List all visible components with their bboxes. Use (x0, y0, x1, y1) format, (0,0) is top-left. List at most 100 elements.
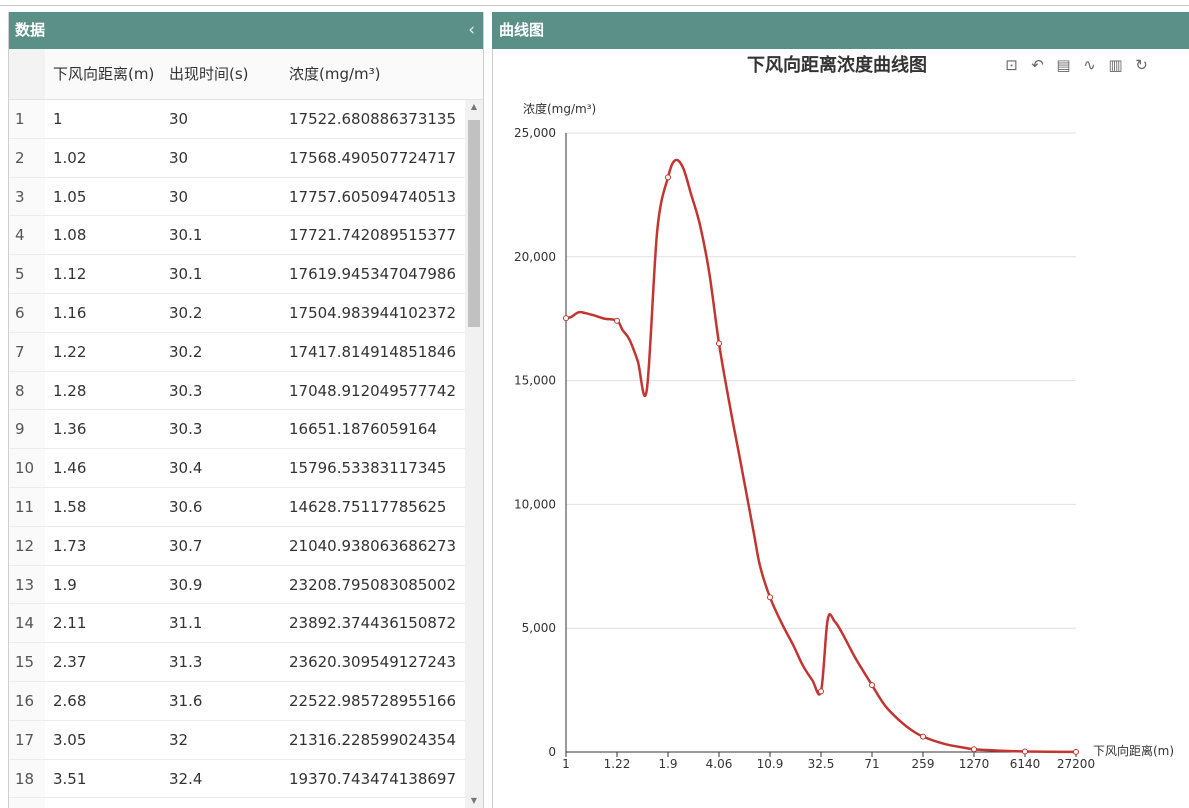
scrollbar-thumb[interactable] (468, 120, 480, 327)
row-number: 11 (9, 487, 45, 526)
distance-cell: 1.08 (53, 226, 87, 245)
row-number: 16 (9, 681, 45, 720)
table-row[interactable]: 7 1.22 30.2 17417.814914851846 (9, 332, 465, 372)
data-point (665, 174, 671, 181)
x-tick-label: 1.22 (604, 757, 631, 771)
table-row[interactable]: 5 1.12 30.1 17619.945347047986 (9, 255, 465, 294)
time-cell: 32.4 (169, 769, 203, 788)
table-row[interactable]: 2 1.02 30 17568.490507724717 (9, 138, 465, 178)
y-tick-label: 5,000 (522, 621, 556, 635)
x-tick-label: 1.9 (658, 757, 677, 771)
distance-cell: 3.51 (53, 769, 87, 788)
chart-panel: 曲线图 0 5,000 10,000 15,000 20,000 25,000 1 1.22 1… (492, 12, 1189, 808)
concentration-cell: 17417.814914851846 (289, 342, 457, 361)
bar-chart-icon[interactable]: ▥ (1108, 56, 1123, 74)
row-number: 14 (9, 604, 45, 643)
data-point (716, 340, 722, 347)
table-row[interactable]: 9 1.36 30.3 16651.1876059164 (9, 410, 465, 450)
table-row[interactable]: 10 1.46 30.4 15796.53383117345 (9, 449, 465, 488)
zoom-icon[interactable]: ⊡ (1005, 56, 1018, 74)
table-row[interactable]: 6 1.16 30.2 17504.983944102372 (9, 293, 465, 333)
distance-cell: 1.9 (53, 575, 77, 594)
chart-panel-header: 曲线图 (492, 12, 1189, 49)
data-point (1022, 748, 1028, 755)
grid-header: 下风向距离(m) 出现时间(s) 浓度(mg/m³) (9, 49, 483, 100)
concentration-cell: 17568.490507724717 (289, 148, 457, 167)
scroll-down-arrow-icon[interactable]: ▼ (470, 796, 478, 805)
table-row[interactable]: 16 2.68 31.6 22522.985728955166 (9, 681, 465, 721)
x-tick-label: 6140 (1010, 757, 1041, 771)
distance-cell: 2.11 (53, 614, 87, 633)
distance-cell: 2.68 (53, 691, 87, 710)
time-cell: 30.1 (169, 226, 203, 245)
distance-cell: 1.58 (53, 497, 87, 516)
column-header-time[interactable]: 出现时间(s) (169, 65, 249, 83)
y-tick-label: 10,000 (514, 497, 556, 511)
row-number-header (9, 49, 45, 99)
scroll-up-arrow-icon[interactable]: ▲ (470, 102, 478, 111)
row-number: 7 (9, 332, 45, 371)
concentration-cell: 15796.53383117345 (289, 459, 447, 478)
data-point (563, 315, 569, 322)
distance-cell: 2.37 (53, 653, 87, 672)
time-cell: 30.9 (169, 575, 203, 594)
distance-cell: 1.02 (53, 148, 87, 167)
concentration-cell: 19370.743474138697 (289, 769, 457, 788)
chart-title: 下风向距离浓度曲线图 (747, 55, 927, 76)
row-number: 10 (9, 449, 45, 487)
row-number: 13 (9, 565, 45, 604)
table-row[interactable]: 14 2.11 31.1 23892.374436150872 (9, 604, 465, 644)
row-number: 5 (9, 255, 45, 293)
vertical-scrollbar[interactable]: ▲ ▼ (465, 100, 483, 808)
distance-cell: 1.28 (53, 381, 87, 400)
chart-panel-title: 曲线图 (499, 21, 545, 39)
line-chart-icon[interactable]: ∿ (1083, 56, 1096, 74)
table-row[interactable]: 12 1.73 30.7 21040.938063686273 (9, 526, 465, 566)
x-tick-label: 1 (562, 757, 570, 771)
chart-area: 0 5,000 10,000 15,000 20,000 25,000 1 1.22 1.9 4.… (492, 49, 1189, 808)
table-row[interactable]: 1 1 30 17522.680886373135 (9, 100, 465, 139)
time-cell: 30.6 (169, 497, 203, 516)
table-row[interactable]: 11 1.58 30.6 14628.75117785625 (9, 487, 465, 527)
line-chart: 0 5,000 10,000 15,000 20,000 25,000 1 1.22 1.9 4.… (514, 101, 1174, 771)
concentration-cell: 16502.45343546144 (287, 798, 461, 808)
distance-cell: 1.46 (53, 459, 87, 478)
row-number: 12 (9, 526, 45, 565)
data-view-icon[interactable]: ▤ (1056, 56, 1071, 74)
table-row[interactable]: 4 1.08 30.1 17721.742089515377 (9, 216, 465, 256)
restore-icon[interactable]: ↻ (1135, 56, 1148, 74)
table-row[interactable]: 3 1.05 30 17757.605094740513 (9, 177, 465, 217)
data-point (818, 688, 824, 695)
x-tick-label: 71 (864, 757, 879, 771)
time-cell: 30.1 (169, 265, 203, 284)
table-row[interactable]: 18 3.51 32.4 19370.743474138697 (9, 759, 465, 799)
x-tick-label: 4.06 (706, 757, 733, 771)
y-axis-label: 浓度(mg/m³) (523, 101, 596, 116)
y-tick-label: 25,000 (514, 126, 556, 140)
concentration-cell: 17522.680886373135 (289, 110, 457, 128)
distance-cell: 1.12 (53, 265, 87, 284)
zoom-reset-icon[interactable]: ↶ (1031, 56, 1044, 74)
data-point (1073, 748, 1079, 755)
time-cell: 30.2 (169, 342, 203, 361)
time-cell: 32 (169, 730, 189, 749)
distance-cell: 1.73 (53, 536, 87, 555)
concentration-cell: 17504.983944102372 (289, 303, 457, 322)
distance-cell: 1 (53, 110, 63, 128)
x-tick-label: 32.5 (808, 757, 835, 771)
collapse-icon[interactable]: ‹ (468, 20, 475, 40)
table-row[interactable]: 8 1.28 30.3 17048.912049577742 (9, 371, 465, 411)
column-header-distance[interactable]: 下风向距离(m) (53, 65, 155, 83)
data-point (767, 594, 773, 601)
grid-body: 1 1 30 17522.680886373135 2 1.02 30 17568.49050… (9, 100, 465, 808)
table-row[interactable]: 17 3.05 32 21316.228599024354 (9, 720, 465, 760)
row-number: 9 (9, 410, 45, 449)
distance-cell: 1.16 (53, 303, 87, 322)
time-cell: 30 (169, 110, 189, 128)
table-row[interactable]: 13 1.9 30.9 23208.795083085002 (9, 565, 465, 605)
concentration-cell: 17048.912049577742 (289, 381, 457, 400)
column-header-concentration[interactable]: 浓度(mg/m³) (289, 65, 381, 83)
table-row[interactable]: 194.0632.916502.45343546144 (9, 798, 465, 808)
row-number: 2 (9, 138, 45, 177)
table-row[interactable]: 15 2.37 31.3 23620.309549127243 (9, 643, 465, 682)
